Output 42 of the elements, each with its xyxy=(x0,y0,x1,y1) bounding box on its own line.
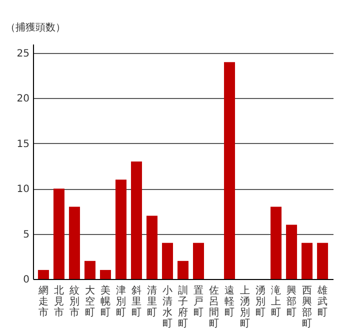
bar xyxy=(193,242,204,279)
x-tick-label: 津別町 xyxy=(116,284,126,318)
bar xyxy=(38,270,49,279)
x-tick-label: 小清水町 xyxy=(162,284,172,330)
bar xyxy=(68,206,80,279)
y-tick-label: 10 xyxy=(16,184,30,196)
bar xyxy=(84,260,96,279)
x-tick-label: 訓子府町 xyxy=(178,284,188,330)
x-tick-label: 湧別町 xyxy=(256,284,266,318)
x-tick-label: 北見市 xyxy=(54,284,64,318)
x-tick-label: 斜里町 xyxy=(131,284,142,318)
bar xyxy=(286,224,298,279)
bar xyxy=(146,216,158,279)
bar xyxy=(302,242,313,279)
bar xyxy=(224,62,236,279)
y-tick-label: 5 xyxy=(23,229,30,240)
bar xyxy=(100,270,111,279)
x-tick-label: 興部町 xyxy=(286,284,297,318)
x-tick-label: 紋別市 xyxy=(69,284,80,318)
x-tick-label: 大空町 xyxy=(84,284,95,318)
bar xyxy=(162,242,173,279)
bar xyxy=(53,188,64,279)
y-axis-title: （捕獲頭数） xyxy=(6,22,66,34)
y-tick-label: 15 xyxy=(16,138,30,150)
bar xyxy=(130,162,142,279)
bar xyxy=(178,260,188,279)
y-tick-label: 0 xyxy=(23,274,30,286)
bar xyxy=(317,242,328,279)
bar xyxy=(270,206,282,279)
y-tick-label: 25 xyxy=(16,48,30,60)
x-tick-label: 清里町 xyxy=(146,284,157,318)
x-tick-label: 西興部町 xyxy=(302,286,312,330)
x-tick-label: 佐呂間町 xyxy=(209,286,220,330)
x-tick-label: 遠軽町 xyxy=(224,284,235,318)
x-tick-label: 雄武町 xyxy=(316,284,328,318)
x-tick-label: 置戸町 xyxy=(194,284,204,318)
bar xyxy=(115,180,126,279)
x-tick-label: 上湧別町 xyxy=(240,284,250,330)
x-tick-label: 美幌町 xyxy=(100,284,110,318)
x-tick-label: 滝上町 xyxy=(271,284,282,318)
x-tick-label: 網走市 xyxy=(37,286,48,318)
y-tick-label: 20 xyxy=(16,94,30,105)
